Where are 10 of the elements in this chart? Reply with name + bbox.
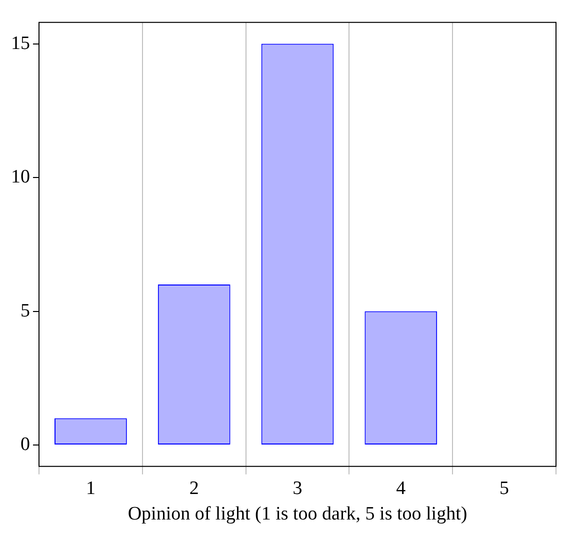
- x-tick-label: 2: [189, 478, 199, 499]
- x-tick-label: 5: [500, 478, 510, 499]
- y-tick-label: 0: [20, 434, 30, 455]
- y-tick-label: 5: [20, 300, 30, 322]
- x-tick-label: 1: [86, 478, 96, 499]
- x-tick-label: 3: [292, 478, 302, 499]
- x-tick-label: 4: [396, 478, 406, 499]
- x-axis-title: Opinion of light (1 is too dark, 5 is too light): [128, 504, 468, 525]
- y-tick-label: 10: [11, 166, 30, 188]
- y-tick-label: 15: [11, 32, 30, 54]
